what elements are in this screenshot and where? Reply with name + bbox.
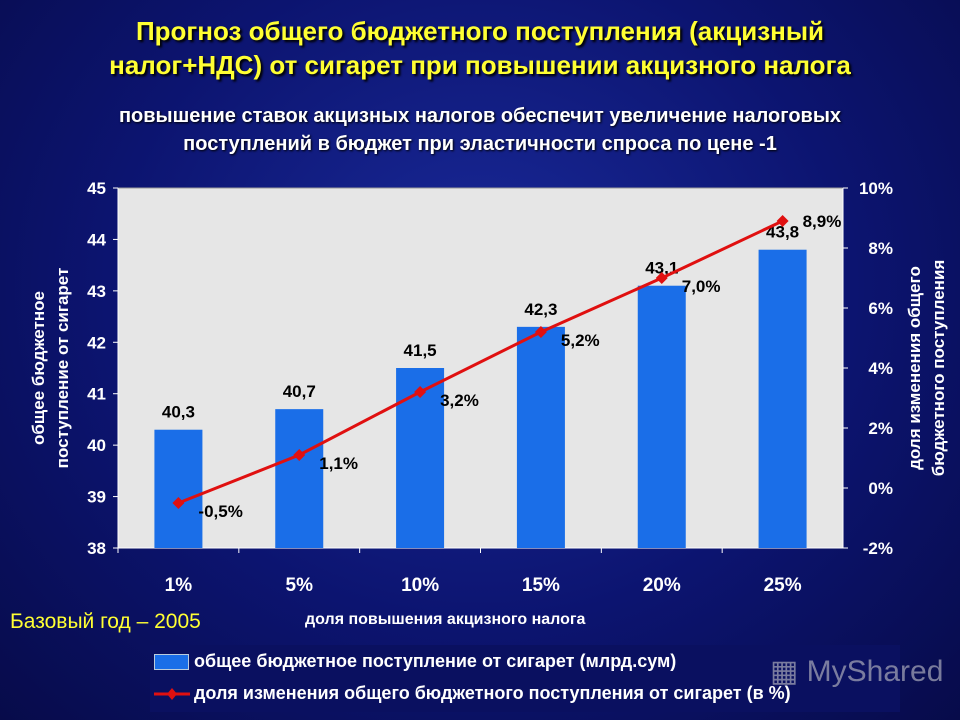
- y-tick-label: 45: [87, 179, 106, 198]
- line-value-label: 3,2%: [440, 391, 479, 410]
- bar-value-label: 41,5: [404, 341, 437, 360]
- line-marker: [293, 449, 306, 461]
- y-axis-label-line-1: общее бюджетное: [29, 291, 48, 445]
- bar: [154, 429, 203, 548]
- x-tick-label: 25%: [764, 575, 802, 596]
- y-tick-label: 42: [87, 333, 106, 352]
- line-marker: [414, 386, 427, 398]
- x-tick-label: 5%: [286, 575, 314, 596]
- y-axis-label-line-2: поступление от сигарет: [53, 268, 72, 469]
- subtitle: повышение ставок акцизных налогов обеспе…: [0, 102, 960, 158]
- bar-value-label: 40,3: [162, 403, 195, 422]
- y2-tick-label: 10%: [859, 179, 893, 198]
- y2-tick-label: 6%: [868, 299, 893, 318]
- line-value-label: 7,0%: [682, 277, 721, 296]
- y2-axis-label-line-1: доля изменения общего: [905, 266, 924, 470]
- legend: общее бюджетное поступление от сигарет (…: [150, 645, 900, 712]
- line-marker: [172, 497, 185, 509]
- x-axis-label: доля повышения акцизного налога: [305, 611, 586, 628]
- y-tick-label: 38: [87, 539, 106, 558]
- plot-area: [117, 187, 844, 549]
- watermark-logo: ▦ MyShared: [770, 655, 944, 688]
- base-year: Базовый год – 2005: [10, 610, 201, 633]
- line-value-label: 5,2%: [561, 331, 600, 350]
- y-tick-label: 40: [87, 436, 106, 455]
- line-marker: [776, 215, 789, 227]
- legend-label: общее бюджетное поступление от сигарет (…: [194, 651, 677, 671]
- bar-value-label: 42,3: [524, 300, 557, 319]
- subtitle-line-2: поступлений в бюджет при эластичности сп…: [183, 133, 777, 155]
- x-tick-label: 10%: [401, 575, 439, 596]
- line-value-label: -0,5%: [198, 502, 242, 521]
- line-marker: [534, 326, 547, 338]
- y-tick-label: 39: [87, 488, 106, 507]
- y2-tick-label: 4%: [868, 359, 893, 378]
- legend-item-line: доля изменения общего бюджетного поступл…: [154, 683, 791, 704]
- series-line: [177, 219, 784, 505]
- y2-tick-label: 0%: [868, 479, 893, 498]
- x-tick-label: 20%: [643, 575, 681, 596]
- y-tick-label: 44: [87, 230, 106, 249]
- bar: [758, 249, 807, 548]
- bar: [275, 409, 324, 548]
- bar-value-label: 43,8: [766, 223, 799, 242]
- x-tick-label: 1%: [165, 575, 193, 596]
- title-line-1: Прогноз общего бюджетного поступления (а…: [135, 16, 825, 46]
- bar-value-label: 40,7: [283, 382, 316, 401]
- y2-axis-label-line-2: бюджетного поступления: [929, 260, 948, 477]
- bar: [516, 326, 565, 548]
- legend-item-bar: общее бюджетное поступление от сигарет (…: [154, 651, 676, 672]
- line-value-label: 8,9%: [803, 212, 842, 231]
- page-title: Прогноз общего бюджетного поступления (а…: [0, 14, 960, 82]
- y2-tick-label: 2%: [868, 419, 893, 438]
- title-line-2: налог+НДС) от сигарет при повышении акци…: [109, 50, 851, 80]
- y2-tick-label: 8%: [868, 239, 893, 258]
- y-tick-label: 41: [87, 385, 106, 404]
- y2-tick-label: -2%: [863, 539, 893, 558]
- x-tick-label: 15%: [522, 575, 560, 596]
- bar: [637, 285, 686, 548]
- subtitle-line-1: повышение ставок акцизных налогов обеспе…: [118, 105, 842, 127]
- legend-bar-swatch: [154, 653, 189, 670]
- y-tick-label: 43: [87, 282, 106, 301]
- legend-label: доля изменения общего бюджетного поступл…: [194, 683, 791, 703]
- line-value-label: 1,1%: [319, 454, 358, 473]
- legend-line-swatch: [154, 687, 190, 700]
- line-marker: [655, 272, 668, 284]
